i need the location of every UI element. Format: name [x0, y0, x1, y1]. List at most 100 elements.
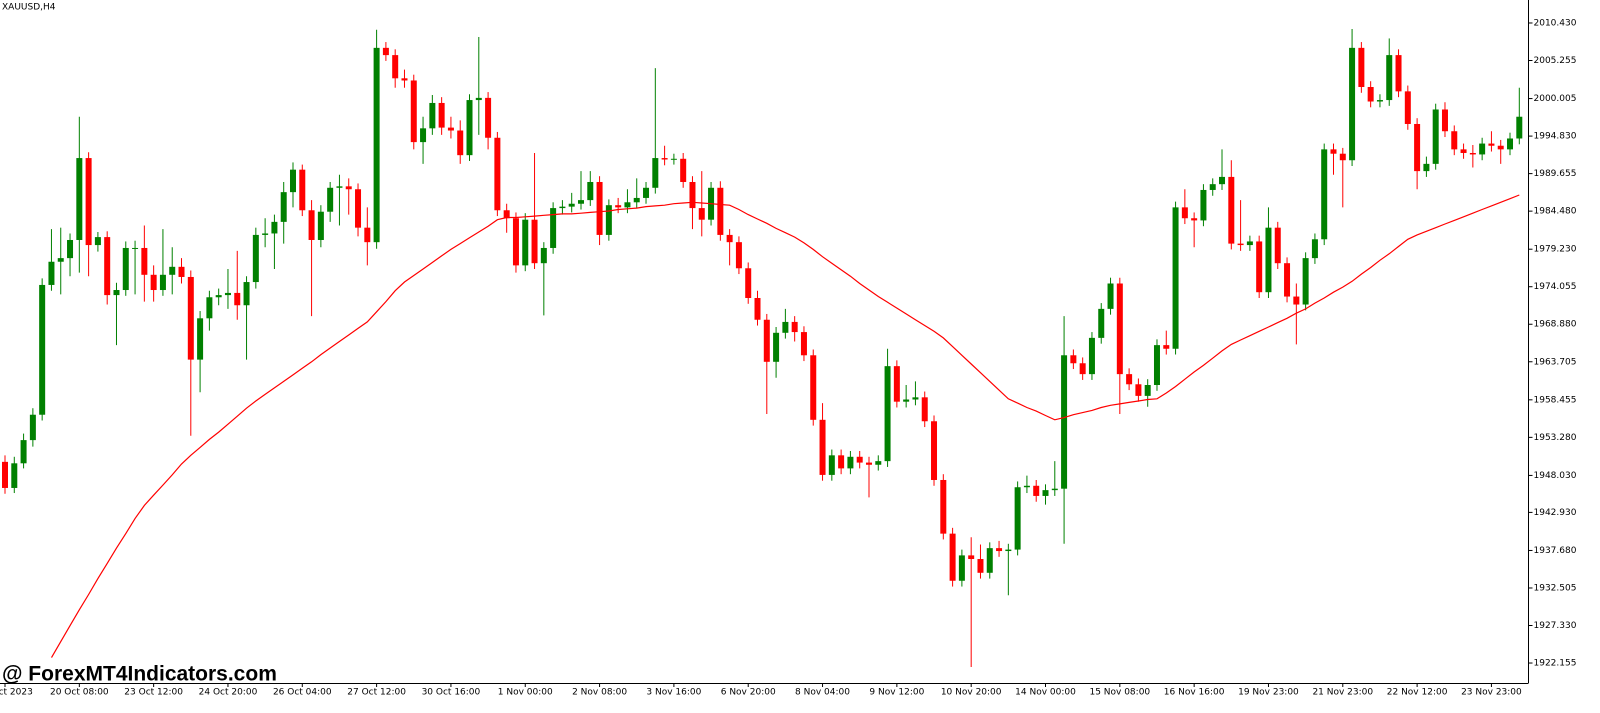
candle-body	[475, 97, 482, 101]
x-tick-label: 24 Oct 20:00	[199, 688, 258, 698]
candle-body	[141, 247, 148, 275]
candle-body	[410, 80, 417, 143]
candle-body	[438, 102, 445, 128]
candle-body	[373, 47, 380, 243]
candle-body	[1274, 227, 1281, 264]
candle-body	[819, 419, 826, 475]
candle-body	[11, 463, 18, 488]
y-tick-label: 1968.880	[1534, 320, 1577, 330]
candle-body	[977, 559, 984, 573]
candle-body	[401, 78, 408, 81]
candle-body	[958, 555, 965, 581]
x-tick-label: 23 Nov 23:00	[1461, 688, 1522, 698]
candle-body	[773, 332, 780, 362]
x-tick-label: 6 Nov 20:00	[721, 688, 776, 698]
candle-body	[828, 455, 835, 475]
candle-body	[457, 130, 464, 156]
watermark: @ ForexMT4Indicators.com	[2, 663, 277, 686]
candle-body	[76, 158, 83, 240]
candle-body	[1126, 374, 1133, 385]
candle-body	[1497, 145, 1504, 150]
y-tick-label: 1953.280	[1534, 433, 1577, 443]
candle-body	[420, 128, 427, 143]
candle-body	[1256, 241, 1263, 293]
y-tick-label: 1984.480	[1534, 207, 1577, 217]
candle-body	[531, 219, 538, 264]
candle-body	[903, 399, 910, 402]
x-tick-label: 22 Nov 12:00	[1387, 688, 1448, 698]
candle-body	[94, 237, 101, 246]
candle-body	[48, 261, 55, 285]
candle-body	[271, 221, 278, 234]
x-tick-label: 30 Oct 16:00	[422, 688, 481, 698]
candle-body	[986, 548, 993, 573]
candle-body	[1349, 47, 1356, 161]
y-tick-label: 1989.655	[1534, 169, 1577, 179]
candle-body	[1441, 109, 1448, 132]
candle-body	[680, 158, 687, 182]
candle-body	[206, 297, 213, 319]
candle-body	[150, 274, 157, 291]
x-tick-label: 19 Oct 2023	[0, 688, 33, 698]
candle-body	[1005, 549, 1012, 552]
candle-body	[67, 239, 74, 259]
candle-body	[1330, 149, 1337, 154]
candle-body	[503, 210, 510, 219]
candle-body	[615, 205, 622, 208]
x-tick-label: 19 Nov 23:00	[1238, 688, 1299, 698]
candle-body	[234, 292, 241, 306]
x-tick-label: 20 Oct 08:00	[50, 688, 109, 698]
candle-body	[550, 208, 557, 248]
candle-body	[568, 203, 575, 207]
candle-body	[1293, 296, 1300, 305]
candle-body	[122, 247, 129, 291]
candle-body	[1479, 143, 1486, 155]
candle-body	[1516, 116, 1523, 139]
candle-body	[1209, 184, 1216, 190]
candle-body	[1395, 55, 1402, 92]
candle-body	[345, 186, 352, 190]
candle-body	[763, 319, 770, 362]
candle-body	[113, 290, 120, 296]
candle-body	[698, 208, 705, 220]
candle-body	[1358, 47, 1365, 88]
plot-area	[2, 29, 1523, 668]
candle-body	[57, 258, 64, 262]
candle-body	[494, 137, 501, 211]
moving-average-line	[50, 194, 1520, 658]
candle-body	[996, 548, 1003, 552]
candle-body	[800, 332, 807, 356]
candle-body	[197, 318, 204, 360]
candle-body	[2, 461, 8, 488]
candle-body	[485, 97, 492, 138]
candle-body	[512, 218, 519, 266]
candle-body	[587, 181, 594, 201]
candle-body	[29, 414, 36, 441]
candle-body	[968, 555, 975, 560]
candle-body	[178, 266, 185, 277]
candle-body	[1246, 241, 1253, 246]
candle-body	[726, 234, 733, 243]
candle-body	[1200, 189, 1207, 221]
candle-body	[299, 169, 306, 211]
candle-body	[1023, 485, 1030, 488]
candle-body	[187, 276, 194, 360]
candle-body	[1432, 109, 1439, 164]
candle-body	[1098, 308, 1105, 338]
candle-body	[392, 55, 399, 79]
candle-body	[132, 247, 139, 249]
candle-body	[1116, 283, 1123, 375]
candle-body	[1014, 487, 1021, 550]
candle-body	[1163, 345, 1170, 349]
candle-body	[856, 456, 863, 463]
candle-body	[280, 192, 287, 222]
y-tick-label: 2000.005	[1534, 94, 1577, 104]
candle-body	[317, 211, 324, 240]
candle-body	[1414, 123, 1421, 172]
candle-body	[1321, 149, 1328, 240]
candle-body	[893, 366, 900, 402]
candle-body	[884, 366, 891, 462]
y-tick-label: 1937.680	[1534, 546, 1577, 556]
candle-body	[1070, 355, 1077, 364]
